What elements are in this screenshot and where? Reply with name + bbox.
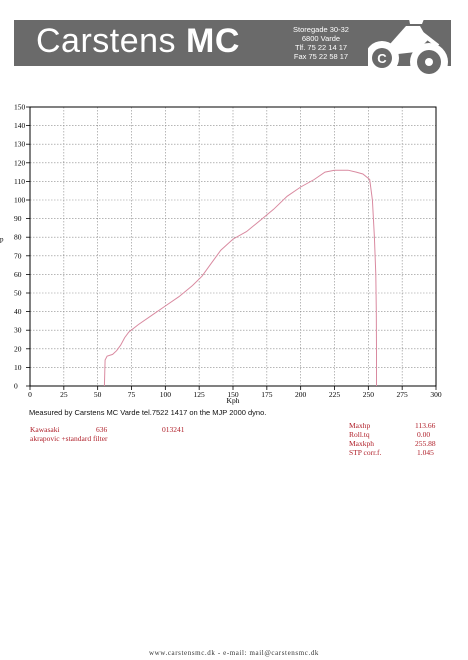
bike-setup: akrapovic +standard filter (30, 434, 108, 443)
x-tick-label: 0 (28, 390, 32, 399)
series-layer (103, 169, 377, 387)
bike-code: 013241 (162, 425, 185, 434)
stat-label-maxhp: Maxhp (349, 421, 371, 430)
x-tick-label: 175 (261, 390, 273, 399)
x-tick-label: 50 (94, 390, 102, 399)
y-tick-label: 140 (14, 121, 26, 130)
measured-by-text: Measured by Carstens MC Varde tel.7522 1… (29, 408, 267, 417)
stat-value-maxhp: 113.66 (415, 421, 436, 430)
x-tick-label: 100 (160, 390, 172, 399)
bike-model: 636 (96, 425, 108, 434)
y-axis: 0 10 20 30 40 50 60 70 80 90 100 110 120 130 140 150 (14, 103, 30, 391)
svg-text:C: C (377, 51, 387, 66)
address-line-city: 6800 Varde (301, 34, 341, 43)
x-tick-label: 250 (363, 390, 375, 399)
stat-value-rolltq: 0.00 (417, 430, 431, 439)
stat-value-stp: 1.045 (417, 448, 434, 457)
x-tick-label: 75 (128, 390, 136, 399)
brand-name: Carstens MC (36, 22, 240, 61)
y-tick-label: 70 (14, 251, 22, 260)
chart-grid (30, 107, 436, 386)
stat-label-rolltq: Roll.tq (349, 430, 370, 439)
address-block: Storegade 30-32 6800 Varde Tlf. 75 22 14… (278, 25, 364, 61)
y-tick-label: 110 (14, 177, 25, 186)
x-axis: 0 25 50 75 100 125 150 175 200 225 250 275 300 (28, 386, 442, 399)
x-tick-label: 225 (329, 390, 341, 399)
y-tick-label: 80 (14, 233, 22, 242)
footer-contact: www.carstensmc.dk - e-mail: mail@carsten… (148, 649, 320, 657)
y-tick-label: 120 (14, 158, 26, 167)
y-axis-label-fragment: p (0, 236, 4, 244)
header-banner: Carstens MC Storegade 30-32 6800 Varde T… (14, 9, 451, 81)
y-tick-label: 30 (14, 326, 22, 335)
x-tick-label: 150 (227, 390, 239, 399)
x-tick-label: 300 (430, 390, 442, 399)
x-tick-label: 125 (194, 390, 206, 399)
y-tick-label: 130 (14, 140, 26, 149)
stat-label-maxkph: Maxkph (349, 439, 374, 448)
x-tick-label: 25 (60, 390, 68, 399)
y-tick-label: 50 (14, 289, 22, 298)
bike-make: Kawasaki (30, 425, 60, 434)
series-line-power (103, 169, 377, 387)
brand-name-text: Carstens (36, 22, 177, 60)
y-tick-label: 90 (14, 214, 22, 223)
x-axis-label: Kph (227, 396, 240, 405)
address-line-street: Storegade 30-32 (293, 25, 349, 34)
stat-label-stp: STP corr.f. (349, 448, 382, 457)
y-tick-label: 150 (14, 103, 26, 112)
y-tick-label: 60 (14, 270, 22, 279)
stat-value-maxkph: 255.88 (415, 439, 436, 448)
y-tick-label: 20 (14, 344, 22, 353)
y-tick-label: 40 (14, 307, 22, 316)
address-line-fax: Fax 75 22 58 17 (293, 52, 349, 61)
y-tick-label: 10 (14, 363, 22, 372)
brand-suffix: MC (186, 22, 240, 60)
dyno-chart: 0 10 20 30 40 50 60 70 80 90 100 110 120 130 140 150 0 2… (0, 103, 442, 406)
y-tick-label: 0 (14, 382, 18, 391)
x-tick-label: 275 (397, 390, 409, 399)
y-tick-label: 100 (14, 196, 26, 205)
motorcycle-logo-icon: C (368, 9, 448, 81)
x-tick-label: 200 (295, 390, 307, 399)
address-line-phone: Tlf. 75 22 14 17 (294, 43, 348, 52)
